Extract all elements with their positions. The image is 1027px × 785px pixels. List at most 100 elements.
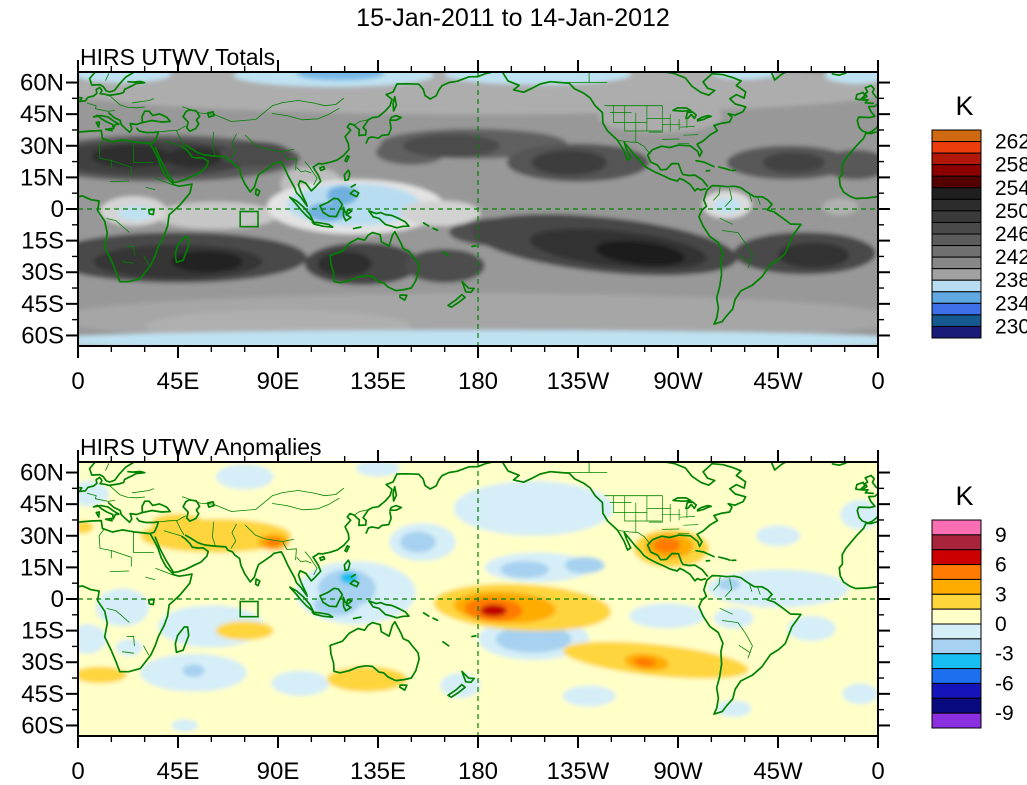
country-border (244, 524, 294, 542)
colorbar-box (931, 593, 982, 610)
field-blob (171, 251, 243, 273)
map-lines (78, 72, 878, 325)
coastline (350, 573, 357, 578)
coastline (78, 519, 193, 673)
coastline (254, 188, 261, 197)
country-border (182, 495, 273, 512)
colorbar-box (931, 221, 982, 235)
country-border (106, 218, 130, 233)
coastline (471, 635, 477, 638)
field-blob (318, 251, 372, 277)
anomalies-map: 0 45E 90E 135E 180 135W 90W 45W 0 60N 45N 30N 15N 0 15… (20, 450, 890, 785)
colorbar-box (931, 291, 982, 304)
coastline (154, 535, 210, 574)
country-border (163, 530, 183, 537)
coastline (770, 462, 787, 471)
coastline (107, 502, 144, 524)
coastline (718, 166, 731, 172)
coastline (206, 110, 216, 118)
coastline (672, 106, 692, 113)
country-border (110, 550, 132, 567)
colorbar-box (931, 608, 982, 625)
coastline (154, 145, 210, 184)
country-border (230, 523, 237, 549)
field-blob (326, 185, 358, 205)
coastline (696, 504, 713, 512)
coastline (432, 617, 439, 622)
country-border (617, 530, 651, 545)
colorbar-box (931, 129, 982, 143)
colorbar-box (931, 245, 982, 258)
coastline (92, 114, 120, 130)
coastline (501, 72, 707, 192)
country-border (132, 98, 154, 104)
coastline (685, 111, 698, 120)
country-border (738, 645, 751, 654)
x-tick-label: 0 (71, 758, 84, 785)
country-border (109, 570, 130, 572)
coastline (447, 683, 466, 699)
field-blob (78, 330, 878, 346)
coastline (147, 598, 155, 606)
coastline (695, 549, 715, 558)
coastline (182, 499, 201, 523)
field-blob (778, 242, 850, 268)
coastline (368, 600, 410, 619)
x-tick-label: 0 (871, 368, 884, 395)
colorbar-tick-label: -3 (995, 643, 1014, 666)
country-border (296, 557, 312, 564)
field-blob (713, 72, 776, 80)
coastline (182, 109, 201, 133)
us-state-border (683, 524, 699, 526)
field-blob (822, 198, 858, 216)
coastline (854, 91, 866, 101)
coastline (854, 481, 866, 491)
x-tick-label: 90W (653, 758, 703, 785)
colorbar-box (931, 152, 982, 166)
field-blob (215, 464, 274, 490)
coastline (856, 492, 878, 524)
coastline (206, 500, 216, 508)
country-border (724, 188, 733, 207)
y-tick-label: 60N (20, 460, 64, 487)
us-state-border (677, 142, 690, 145)
country-border (757, 196, 761, 205)
colorbar-box (931, 141, 982, 154)
field-blob (653, 537, 681, 553)
axis-ticks (66, 450, 890, 748)
coastline (696, 114, 713, 122)
coastline (104, 127, 113, 132)
coastline (368, 210, 410, 229)
country-border (212, 521, 216, 547)
field-blob (78, 521, 94, 534)
y-tick-label: 30S (21, 259, 64, 286)
colorbar-tick-label: 258 (995, 154, 1027, 177)
country-border (722, 230, 753, 269)
field-blob (295, 72, 385, 81)
country-border (122, 261, 134, 264)
country-border (155, 568, 174, 576)
coastline (319, 197, 344, 218)
coastline (352, 226, 362, 230)
coastline (695, 159, 715, 168)
country-border (126, 635, 135, 647)
field-blob (400, 531, 436, 553)
coastline (422, 222, 430, 227)
coastline (78, 470, 146, 493)
field-blob (400, 200, 481, 226)
totals-map: 0 45E 90E 135E 180 135W 90W 45W 0 60N 45N 30N 15N 0 15… (20, 60, 890, 395)
y-tick-label: 30N (20, 133, 64, 160)
coastline (349, 579, 360, 588)
x-tick-label: 135E (350, 758, 406, 785)
country-border (182, 105, 273, 122)
coastline (329, 620, 420, 682)
colorbar-tick-label: 9 (995, 524, 1007, 547)
colorbar-tick-label: 234 (995, 292, 1027, 315)
country-border (109, 180, 130, 182)
field-blob (402, 134, 501, 158)
colorbar-tick-label: 242 (995, 246, 1027, 269)
axis-ticks (66, 60, 890, 358)
